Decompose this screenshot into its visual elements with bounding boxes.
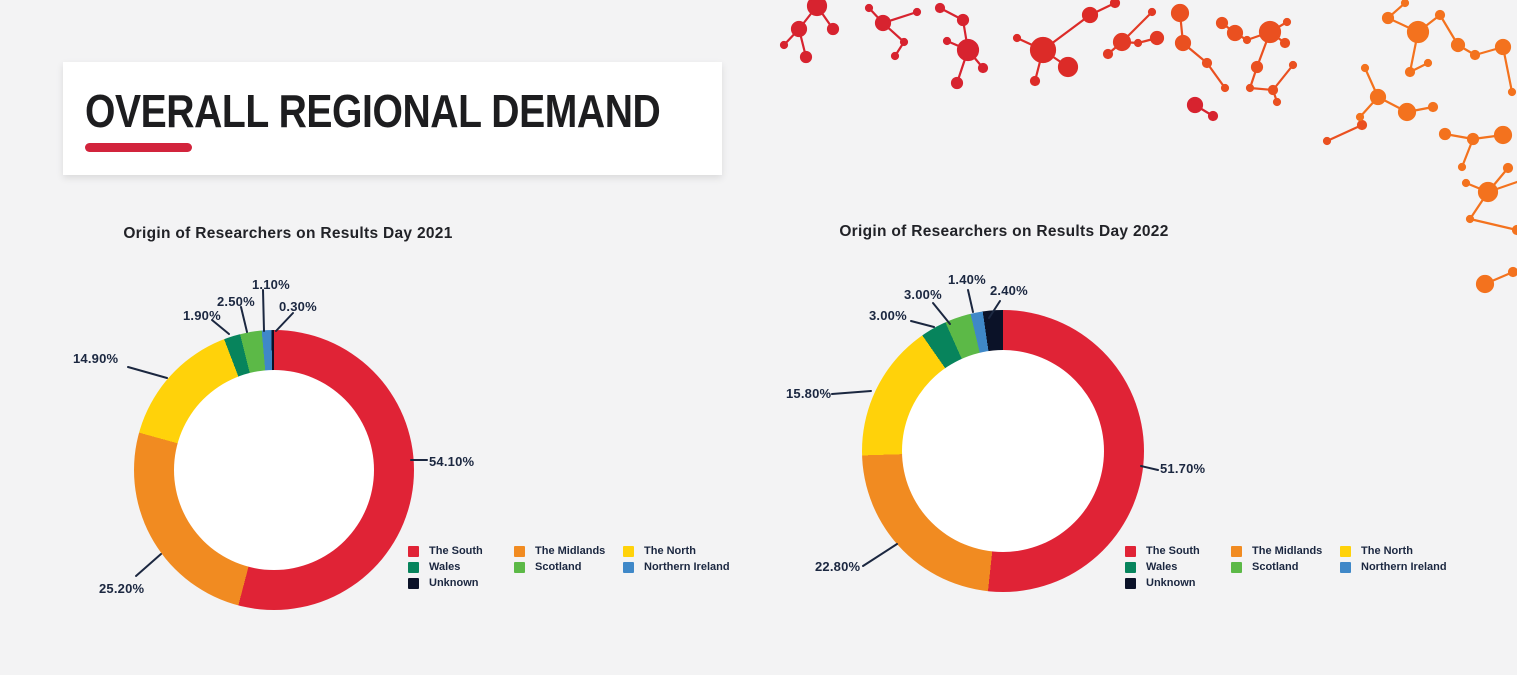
legend-label: The Midlands — [1252, 545, 1323, 557]
legend-2022: The South Wales Unknown The Midlands Sco… — [1125, 546, 1455, 596]
callout-scotland-2021: 2.50% — [217, 294, 255, 309]
legend-swatch-the-north — [623, 546, 634, 557]
callout-scotland-2022: 3.00% — [904, 287, 942, 302]
legend-swatch-unknown — [408, 578, 419, 589]
callout-wales-2022: 3.00% — [869, 308, 907, 323]
donut-hole — [174, 370, 374, 570]
legend-item: Wales — [408, 562, 483, 573]
title-card: OVERALL REGIONAL DEMAND — [63, 62, 722, 175]
legend-swatch-scotland — [514, 562, 525, 573]
legend-item: The Midlands — [1231, 546, 1322, 557]
legend-item: Scotland — [514, 562, 605, 573]
donut-chart-2022 — [862, 310, 1144, 592]
legend-item: Unknown — [1125, 578, 1200, 589]
legend-swatch-wales — [1125, 562, 1136, 573]
legend-item: Wales — [1125, 562, 1200, 573]
donut-chart-2021 — [134, 330, 414, 610]
legend-swatch-northern-ireland — [623, 562, 634, 573]
legend-swatch-unknown — [1125, 578, 1136, 589]
page-title: OVERALL REGIONAL DEMAND — [85, 85, 661, 137]
legend-item: Unknown — [408, 578, 483, 589]
legend-label: The North — [1361, 545, 1413, 557]
legend-label: Wales — [429, 561, 461, 573]
legend-item: The South — [408, 546, 483, 557]
title-underline — [85, 143, 192, 152]
legend-swatch-the-south — [1125, 546, 1136, 557]
legend-label: The Midlands — [535, 545, 606, 557]
legend-item: Northern Ireland — [623, 562, 730, 573]
network-decoration — [779, 0, 1517, 294]
callout-the-midlands-2022: 22.80% — [815, 559, 861, 574]
legend-item: Scotland — [1231, 562, 1322, 573]
legend-label: Northern Ireland — [1361, 561, 1447, 573]
callout-the-south-2022: 51.70% — [1160, 461, 1206, 476]
legend-item: The South — [1125, 546, 1200, 557]
legend-label: The North — [644, 545, 696, 557]
callout-unknown-2021: 0.30% — [279, 299, 317, 314]
legend-label: Wales — [1146, 561, 1178, 573]
legend-label: Unknown — [1146, 577, 1196, 589]
callout-the-midlands-2021: 25.20% — [99, 581, 145, 596]
legend-item: The North — [1340, 546, 1447, 557]
callout-the-south-2021: 54.10% — [429, 454, 475, 469]
legend-label: The South — [1146, 545, 1200, 557]
legend-swatch-northern-ireland — [1340, 562, 1351, 573]
legend-label: Scotland — [535, 561, 582, 573]
legend-label: Scotland — [1252, 561, 1299, 573]
callout-northern-ireland-2022: 1.40% — [948, 272, 986, 287]
legend-swatch-the-midlands — [514, 546, 525, 557]
callout-the-north-2021: 14.90% — [73, 351, 119, 366]
chart-title-2021: Origin of Researchers on Results Day 202… — [123, 225, 453, 242]
legend-item: Northern Ireland — [1340, 562, 1447, 573]
callout-the-north-2022: 15.80% — [786, 386, 832, 401]
legend-swatch-the-midlands — [1231, 546, 1242, 557]
legend-2021: The South Wales Unknown The Midlands Sco… — [408, 546, 738, 596]
legend-swatch-wales — [408, 562, 419, 573]
chart-title-2022: Origin of Researchers on Results Day 202… — [839, 223, 1169, 240]
callout-unknown-2022: 2.40% — [990, 283, 1028, 298]
legend-swatch-the-north — [1340, 546, 1351, 557]
legend-item: The North — [623, 546, 730, 557]
legend-item: The Midlands — [514, 546, 605, 557]
callout-wales-2021: 1.90% — [183, 308, 221, 323]
legend-swatch-the-south — [408, 546, 419, 557]
legend-label: The South — [429, 545, 483, 557]
legend-label: Northern Ireland — [644, 561, 730, 573]
legend-swatch-scotland — [1231, 562, 1242, 573]
legend-label: Unknown — [429, 577, 479, 589]
donut-hole — [902, 350, 1104, 552]
callout-northern-ireland-2021: 1.10% — [252, 277, 290, 292]
